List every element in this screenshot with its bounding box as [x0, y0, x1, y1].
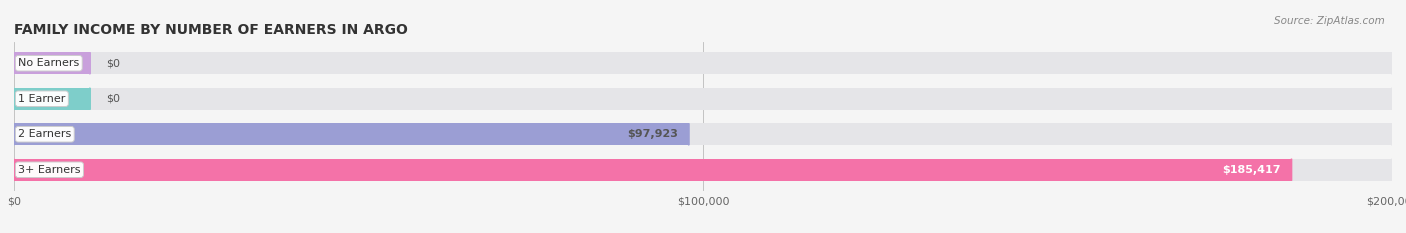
Bar: [14, 52, 1392, 74]
Bar: [14, 123, 689, 145]
Bar: [14, 88, 90, 110]
Text: 1 Earner: 1 Earner: [18, 94, 66, 104]
Text: $0: $0: [107, 94, 121, 104]
Text: 3+ Earners: 3+ Earners: [18, 165, 80, 175]
Bar: [14, 159, 1292, 181]
Text: Source: ZipAtlas.com: Source: ZipAtlas.com: [1274, 16, 1385, 26]
Text: FAMILY INCOME BY NUMBER OF EARNERS IN ARGO: FAMILY INCOME BY NUMBER OF EARNERS IN AR…: [14, 23, 408, 37]
Text: $0: $0: [107, 58, 121, 68]
Bar: [14, 159, 1392, 181]
Text: No Earners: No Earners: [18, 58, 80, 68]
Bar: [14, 52, 90, 74]
Text: $97,923: $97,923: [627, 129, 678, 139]
Text: 2 Earners: 2 Earners: [18, 129, 72, 139]
Bar: [14, 123, 1392, 145]
Bar: [14, 88, 1392, 110]
Text: $185,417: $185,417: [1222, 165, 1281, 175]
